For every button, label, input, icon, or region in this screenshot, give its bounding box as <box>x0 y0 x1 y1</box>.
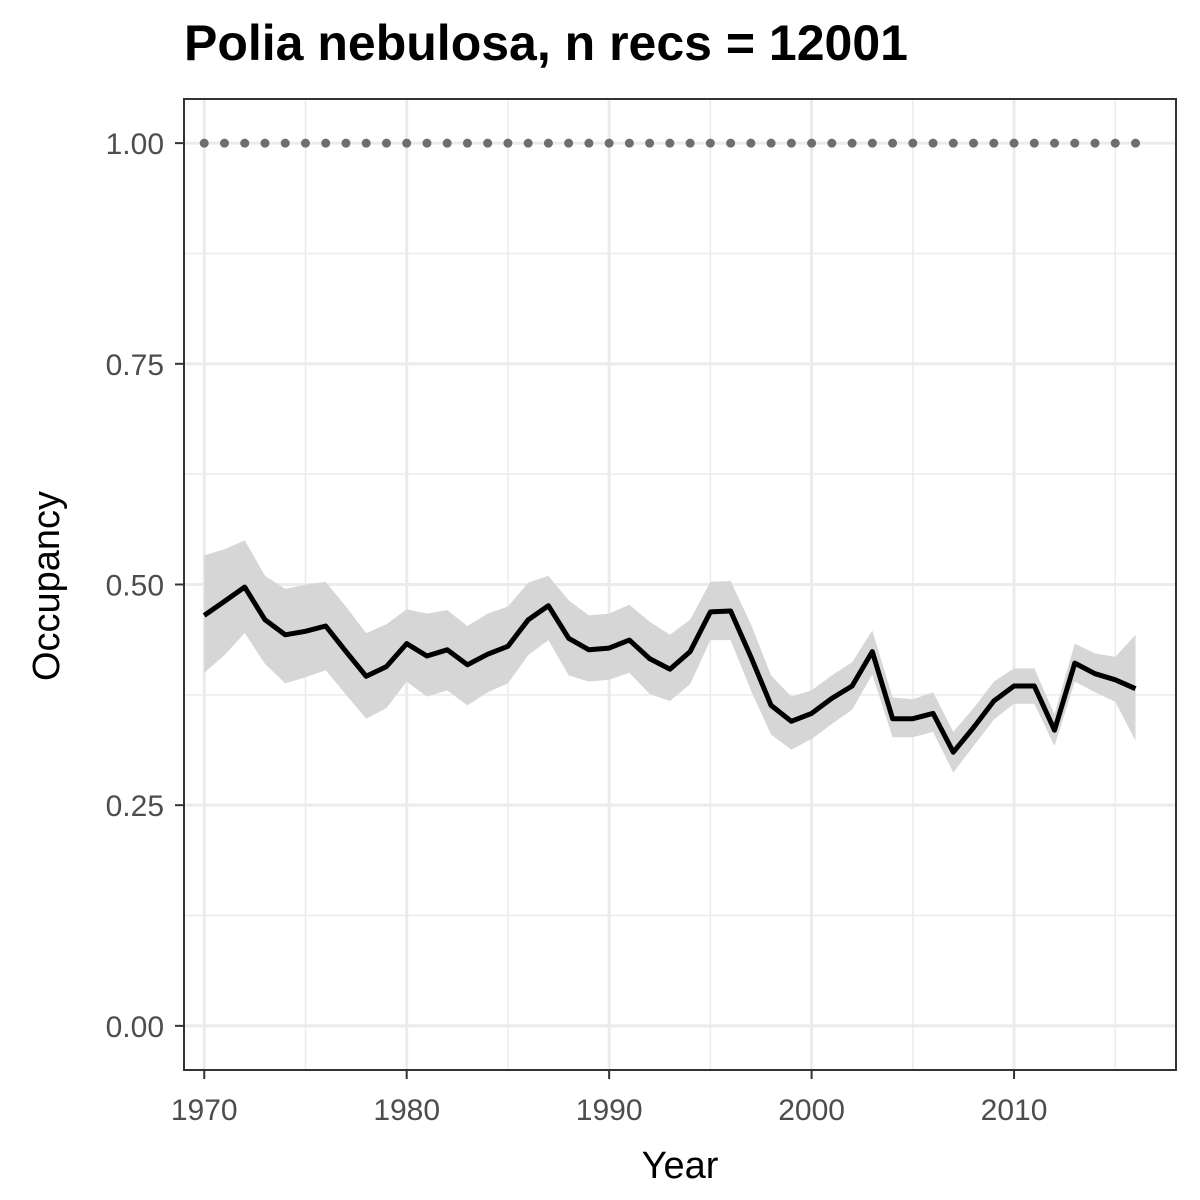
dotted-series-point <box>969 138 979 148</box>
dotted-series-point <box>361 138 371 148</box>
dotted-series-point <box>260 138 270 148</box>
dotted-series-point <box>685 138 695 148</box>
dotted-series-point <box>807 138 817 148</box>
dotted-series-point <box>604 138 614 148</box>
dotted-series-point <box>321 138 331 148</box>
y-axis-title: Occupancy <box>26 491 68 681</box>
dotted-series-point <box>1070 138 1080 148</box>
dotted-series-point <box>300 138 310 148</box>
dotted-series-point <box>908 138 918 148</box>
dotted-series-point <box>1131 138 1141 148</box>
dotted-series-point <box>1029 138 1039 148</box>
y-tick-label: 1.00 <box>106 128 164 161</box>
y-axis: 0.00 0.25 0.50 0.75 1.00 <box>106 128 184 1044</box>
dotted-series-point <box>1090 138 1100 148</box>
dotted-series-point <box>786 138 796 148</box>
dotted-series-point <box>665 138 675 148</box>
dotted-series-point <box>219 138 229 148</box>
dotted-series-point <box>199 138 209 148</box>
dotted-series-point <box>705 138 715 148</box>
dotted-series-point <box>483 138 493 148</box>
dotted-series-point <box>564 138 574 148</box>
x-tick-label: 2010 <box>981 1094 1048 1127</box>
dotted-series-point <box>543 138 553 148</box>
dotted-series-point <box>827 138 837 148</box>
dotted-series-point <box>948 138 958 148</box>
x-tick-label: 1990 <box>576 1094 643 1127</box>
dotted-series-point <box>888 138 898 148</box>
y-tick-label: 0.75 <box>106 349 164 382</box>
dotted-series-point <box>746 138 756 148</box>
dotted-series-point <box>645 138 655 148</box>
dotted-series-point <box>989 138 999 148</box>
dotted-series-point <box>624 138 634 148</box>
dotted-reference-series <box>199 138 1141 148</box>
dotted-series-point <box>1050 138 1060 148</box>
dotted-series-point <box>280 138 290 148</box>
dotted-series-point <box>584 138 594 148</box>
major-grid <box>184 99 1176 1070</box>
dotted-series-point <box>1009 138 1019 148</box>
y-tick-label: 0.25 <box>106 790 164 823</box>
dotted-series-point <box>1110 138 1120 148</box>
y-tick-label: 0.50 <box>106 570 164 603</box>
x-axis: 1970 1980 1990 2000 2010 <box>171 1070 1048 1127</box>
x-tick-label: 1980 <box>373 1094 440 1127</box>
dotted-series-point <box>867 138 877 148</box>
dotted-series-point <box>341 138 351 148</box>
dotted-series-point <box>523 138 533 148</box>
y-tick-label: 0.00 <box>106 1011 164 1044</box>
x-axis-title: Year <box>642 1145 719 1187</box>
dotted-series-point <box>847 138 857 148</box>
dotted-series-point <box>766 138 776 148</box>
dotted-series-point <box>503 138 513 148</box>
dotted-series-point <box>928 138 938 148</box>
dotted-series-point <box>381 138 391 148</box>
confidence-band <box>204 540 1136 773</box>
dotted-series-point <box>402 138 412 148</box>
dotted-series-point <box>422 138 432 148</box>
x-tick-label: 2000 <box>778 1094 845 1127</box>
dotted-series-point <box>442 138 452 148</box>
dotted-series-point <box>726 138 736 148</box>
occupancy-trend-line <box>202 584 1137 755</box>
x-tick-label: 1970 <box>171 1094 238 1127</box>
dotted-series-point <box>240 138 250 148</box>
chart-title: Polia nebulosa, n recs = 12001 <box>184 15 908 71</box>
dotted-series-point <box>462 138 472 148</box>
